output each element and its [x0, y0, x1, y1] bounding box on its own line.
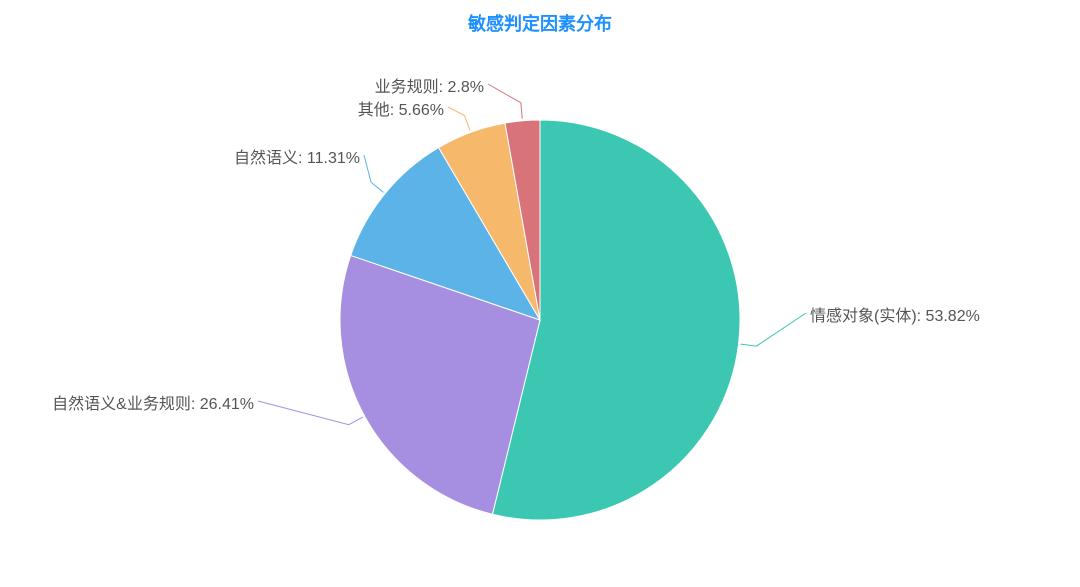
slice-label-1: 自然语义&业务规则: 26.41%	[52, 390, 254, 414]
pie-chart-root: 敏感判定因素分布 情感对象(实体): 53.82% 自然语义&业务规则: 26.…	[0, 0, 1080, 587]
leader-line-3	[448, 107, 470, 131]
slice-label-3: 其他: 5.66%	[358, 96, 444, 120]
leader-line-4	[488, 84, 522, 119]
pie-svg	[0, 0, 1080, 587]
slice-label-2: 自然语义: 11.31%	[234, 144, 360, 168]
slice-label-4: 业务规则: 2.8%	[375, 73, 484, 97]
leader-line-0	[741, 313, 806, 346]
leader-line-2	[364, 155, 383, 192]
slice-label-0: 情感对象(实体): 53.82%	[810, 302, 980, 326]
leader-line-1	[258, 401, 363, 425]
pie-canvas-wrap	[0, 0, 1080, 587]
